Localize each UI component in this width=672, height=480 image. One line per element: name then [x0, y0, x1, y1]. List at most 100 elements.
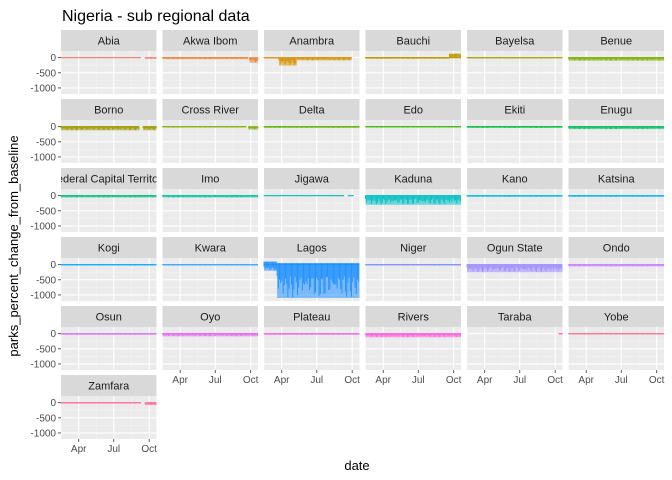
y-tick-label: -500 [36, 275, 56, 286]
panel-imo: Imo [162, 168, 258, 232]
panel-bauchi: Bauchi [365, 30, 461, 94]
x-tick-label: Apr [71, 444, 87, 455]
strip-background [162, 30, 258, 51]
strip-label: Plateau [293, 312, 330, 324]
strip-background [264, 30, 360, 51]
strip-background [264, 237, 360, 258]
y-tick-label: -1000 [30, 428, 56, 439]
x-tick-label: Oct [141, 444, 157, 455]
panel-oyo: Oyo Apr Jul Oct [162, 306, 259, 386]
panel-ondo: Ondo [568, 237, 664, 301]
strip-background [61, 306, 157, 327]
series-band [248, 126, 258, 130]
panel-osun: Osun 0 -500 -1000 [30, 306, 157, 370]
strip-background [365, 306, 461, 327]
strip-label: Rivers [398, 312, 430, 324]
strip-background [61, 99, 157, 120]
strip-label: Kogi [98, 243, 120, 255]
strip-label: Niger [400, 243, 427, 255]
strip-background [162, 99, 258, 120]
strip-label: Edo [403, 105, 423, 117]
y-tick-label: 0 [50, 53, 56, 64]
strip-background [365, 99, 461, 120]
x-tick-label: Oct [243, 375, 259, 386]
strip-label: Cross River [182, 105, 240, 117]
strip-label: Taraba [498, 312, 533, 324]
strip-label: Bauchi [396, 36, 430, 48]
strip-background [162, 237, 258, 258]
panel-jigawa: Jigawa [263, 168, 360, 232]
y-tick-label: -1000 [30, 83, 56, 94]
strip-label: Kaduna [394, 174, 433, 186]
y-tick-label: -1000 [30, 221, 56, 232]
panel-benue: Benue [568, 30, 664, 94]
panel-abia: Abia 0 -500 -1000 [30, 30, 157, 94]
x-tick-label: Oct [446, 375, 462, 386]
panel-zamfara: Zamfara 0 -500 -1000 Apr Jul Oct [30, 375, 157, 455]
strip-background [264, 168, 360, 189]
strip-background [365, 30, 461, 51]
y-tick-label: -500 [36, 137, 56, 148]
panel-kaduna: Kaduna [365, 168, 461, 232]
strip-label: Kano [502, 174, 528, 186]
panel-rivers: Rivers Apr Jul Oct [365, 306, 462, 386]
x-tick-label: Oct [344, 375, 360, 386]
panel-delta: Delta [263, 99, 360, 163]
strip-label: Borno [94, 105, 123, 117]
panel-federal-capital-territory: Federal Capital Territory 0 -500 -1000 [30, 168, 168, 232]
strip-label: Enugu [600, 105, 632, 117]
y-tick-label: -1000 [30, 152, 56, 163]
x-tick-label: Apr [578, 375, 594, 386]
strip-label: Katsina [598, 174, 636, 186]
series-band [279, 57, 297, 66]
x-axis-title: date [344, 458, 369, 473]
panel-plateau: Plateau Apr Jul Oct [263, 306, 360, 386]
panel-cross-river: Cross River [162, 99, 259, 163]
strip-label: Zamfara [88, 381, 130, 393]
y-tick-label: -500 [36, 413, 56, 424]
y-tick-label: -1000 [30, 359, 56, 370]
strip-background [568, 99, 664, 120]
strip-background [568, 30, 664, 51]
x-tick-label: Apr [172, 375, 188, 386]
strip-label: Delta [299, 105, 326, 117]
series-band [143, 126, 157, 131]
strip-label: Akwa Ibom [183, 36, 237, 48]
x-tick-label: Jul [107, 444, 120, 455]
x-tick-label: Jul [513, 375, 526, 386]
y-tick-label: -500 [36, 344, 56, 355]
strip-label: Osun [96, 312, 122, 324]
y-axis-title: parks_percent_change_from_baseline [6, 135, 21, 356]
x-tick-label: Jul [615, 375, 628, 386]
strip-background [365, 168, 461, 189]
panel-ekiti: Ekiti [466, 99, 563, 163]
strip-label: Imo [201, 174, 219, 186]
facet-panels: Abia 0 -500 -1000 Akwa Ibom Anambra Bauchi Baye… [30, 30, 665, 455]
panel-kwara: Kwara [162, 237, 258, 301]
strip-label: Oyo [200, 312, 220, 324]
series-band [249, 57, 258, 63]
strip-label: Federal Capital Territory [50, 174, 168, 186]
strip-background [467, 306, 563, 327]
strip-background [467, 168, 563, 189]
strip-label: Anambra [289, 36, 335, 48]
strip-background [162, 306, 258, 327]
y-tick-label: 0 [50, 329, 56, 340]
strip-label: Yobe [604, 312, 629, 324]
x-tick-label: Oct [649, 375, 665, 386]
y-tick-label: -500 [36, 206, 56, 217]
panel-kano: Kano [466, 168, 563, 232]
x-tick-label: Jul [412, 375, 425, 386]
x-tick-label: Oct [547, 375, 563, 386]
strip-background [264, 306, 360, 327]
x-tick-label: Apr [477, 375, 493, 386]
y-tick-label: -1000 [30, 290, 56, 301]
strip-background [264, 99, 360, 120]
strip-label: Ondo [603, 243, 630, 255]
panel-ogun-state: Ogun State [466, 237, 563, 301]
strip-background [467, 99, 563, 120]
x-tick-label: Apr [375, 375, 391, 386]
strip-label: Kwara [195, 243, 227, 255]
strip-label: Abia [98, 36, 121, 48]
series-band [264, 261, 278, 271]
